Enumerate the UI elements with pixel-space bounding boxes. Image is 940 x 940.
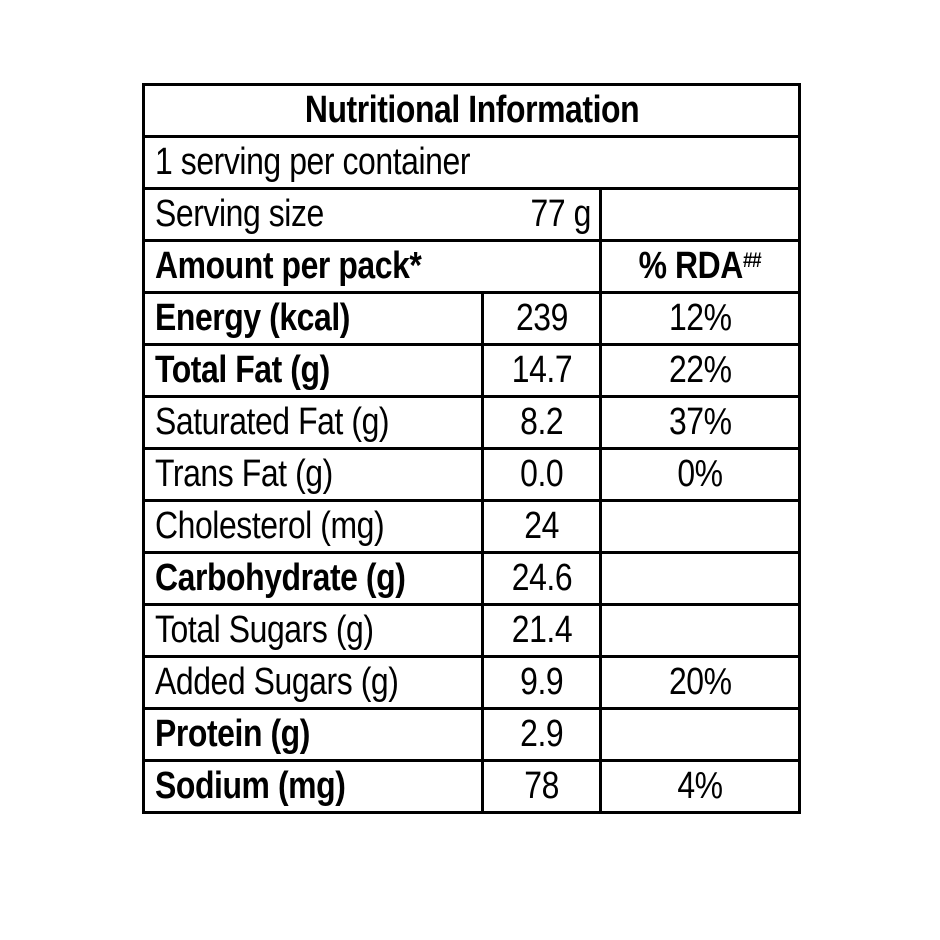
nutrient-label: Total Fat (g) (155, 349, 330, 391)
nutrient-rda: 20% (668, 661, 732, 703)
nutrient-row-added-sugars: Added Sugars (g) 9.9 20% (142, 655, 802, 710)
serving-size-value: 77 g (530, 193, 592, 235)
nutrient-row-trans-fat: Trans Fat (g) 0.0 0% (142, 447, 802, 502)
serving-statement-cell: 1 serving per container (141, 135, 802, 190)
nutrient-rda: 37% (668, 401, 732, 443)
serving-statement: 1 serving per container (155, 141, 471, 183)
nutrient-value: 8.2 (519, 401, 564, 443)
serving-size-label: Serving size (155, 193, 324, 235)
nutrition-facts-table: Nutritional Information 1 serving per co… (141, 83, 802, 814)
nutrient-row-saturated-fat: Saturated Fat (g) 8.2 37% (142, 395, 802, 450)
nutrient-row-total-fat: Total Fat (g) 14.7 22% (142, 343, 802, 398)
nutrient-value: 21.4 (511, 609, 572, 651)
nutrient-row-cholesterol: Cholesterol (mg) 24 (142, 499, 802, 554)
nutrient-value: 14.7 (511, 349, 572, 391)
nutrient-label: Energy (kcal) (155, 297, 351, 339)
rda-header-cell: % RDA## (598, 239, 802, 294)
nutrient-label: Carbohydrate (g) (155, 557, 406, 599)
nutrient-value: 239 (515, 297, 568, 339)
nutrient-row-sodium: Sodium (mg) 78 4% (142, 759, 802, 814)
nutrient-value: 78 (524, 765, 559, 807)
rda-header-label: % RDA## (638, 245, 762, 287)
nutrient-row-energy: Energy (kcal) 239 12% (142, 291, 802, 346)
amount-header-label: Amount per pack* (155, 245, 422, 287)
rda-superscript: ## (743, 248, 762, 272)
nutrient-label: Cholesterol (mg) (155, 505, 385, 547)
nutrient-label: Trans Fat (g) (155, 453, 333, 495)
nutrient-value: 24 (524, 505, 559, 547)
serving-size-row: Serving size 77 g (142, 187, 802, 242)
table-title-cell: Nutritional Information (141, 83, 802, 138)
nutrient-row-total-sugars: Total Sugars (g) 21.4 (142, 603, 802, 658)
nutrient-value: 0.0 (519, 453, 564, 495)
column-header-row: Amount per pack* % RDA## (142, 239, 802, 294)
nutrient-label: Total Sugars (g) (155, 609, 374, 651)
nutrient-value: 9.9 (519, 661, 564, 703)
nutrient-label: Saturated Fat (g) (155, 401, 390, 443)
nutrient-rda: 0% (677, 453, 723, 495)
serving-statement-row: 1 serving per container (141, 135, 802, 190)
nutrient-row-protein: Protein (g) 2.9 (142, 707, 802, 762)
nutrient-value: 2.9 (519, 713, 564, 755)
nutrient-label: Added Sugars (g) (155, 661, 399, 703)
table-title: Nutritional Information (305, 89, 640, 131)
serving-size-content: Serving size 77 g (155, 193, 591, 236)
nutrient-row-carbohydrate: Carbohydrate (g) 24.6 (142, 551, 802, 606)
serving-size-cell: Serving size 77 g (142, 187, 602, 242)
title-row: Nutritional Information (141, 83, 802, 138)
nutrient-label: Protein (g) (155, 713, 310, 755)
nutrient-rda: 12% (668, 297, 732, 339)
nutrient-rda: 4% (677, 765, 723, 807)
serving-size-empty-cell (598, 187, 802, 242)
nutrient-label: Sodium (mg) (155, 765, 346, 807)
amount-header-cell: Amount per pack* (142, 239, 602, 294)
nutrient-rda: 22% (668, 349, 732, 391)
nutrient-value: 24.6 (511, 557, 572, 599)
